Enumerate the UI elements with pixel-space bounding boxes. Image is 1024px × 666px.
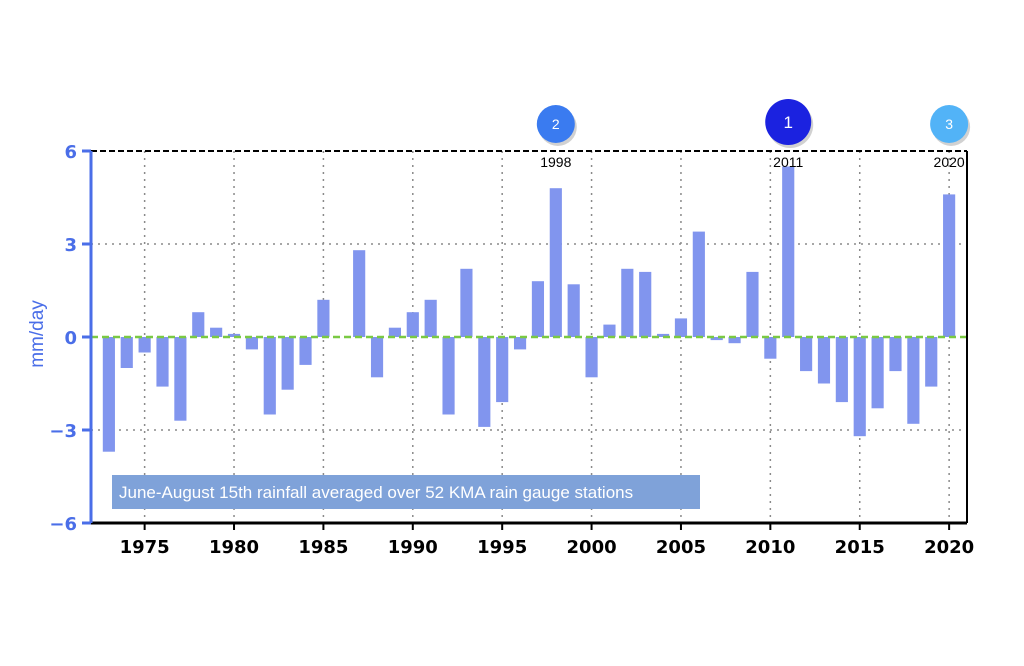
bar-1984	[299, 337, 312, 365]
y-tick-label: 6	[64, 142, 77, 163]
bar-1973	[102, 337, 115, 452]
bar-1997	[531, 281, 545, 337]
bar-1998	[549, 188, 562, 337]
x-tick-label: 2015	[835, 537, 885, 558]
y-tick-label: −3	[49, 421, 77, 442]
bar-1995	[496, 337, 509, 403]
x-tick-label: 2000	[567, 537, 617, 558]
bar-1993	[460, 268, 473, 337]
rank-badge-2	[536, 105, 575, 143]
x-tick-label: 1995	[477, 537, 527, 558]
x-tick-label: 2020	[924, 537, 974, 558]
bar-2008	[728, 337, 741, 344]
bar-2011	[782, 166, 795, 337]
bar-2000	[585, 337, 598, 378]
bar-1999	[567, 284, 580, 337]
bar-2004	[657, 333, 670, 337]
bar-2003	[639, 271, 652, 337]
bar-1987	[353, 250, 366, 337]
bar-1978	[192, 312, 205, 337]
bar-1996	[513, 337, 527, 350]
x-tick-label: 1975	[120, 537, 170, 558]
bar-1991	[424, 299, 437, 337]
y-tick-label: −6	[49, 514, 77, 535]
caption-box: June-August 15th rainfall averaged over …	[112, 475, 700, 509]
rank-badge-label: 1	[783, 113, 792, 132]
bar-1979	[210, 327, 223, 337]
rank-badge-3	[930, 105, 969, 143]
bar-1974	[120, 337, 133, 368]
rank-badges: 2 1 3	[536, 99, 971, 148]
x-tick-label: 2005	[656, 537, 706, 558]
rank-badge-label: 2	[552, 116, 560, 132]
bar-1976	[156, 337, 169, 387]
x-tick-label: 2010	[745, 537, 795, 558]
bar-2005	[674, 318, 688, 337]
caption-text: June-August 15th rainfall averaged over …	[119, 483, 633, 502]
y-axis-label: mm/day	[27, 300, 48, 368]
bar-2007	[710, 337, 723, 341]
axes	[82, 149, 968, 530]
bar-1975	[138, 337, 151, 353]
bar-2016	[871, 337, 884, 409]
y-tick-label: 3	[64, 235, 77, 256]
bar-2018	[907, 337, 920, 424]
bar-2013	[817, 337, 831, 384]
bar-1985	[317, 299, 330, 337]
bars	[102, 166, 956, 452]
annotations: 1998 2011 2020	[540, 154, 965, 170]
bar-1994	[478, 337, 491, 427]
bar-2015	[853, 337, 866, 437]
rank-badge-1	[765, 99, 812, 145]
bar-2010	[764, 337, 777, 359]
bar-1980	[227, 333, 241, 337]
bar-2019	[925, 337, 938, 387]
rank-badge-label: 3	[945, 116, 953, 132]
bar-2014	[835, 337, 848, 403]
bar-1992	[442, 337, 455, 415]
bar-2002	[621, 268, 634, 337]
bar-2006	[692, 231, 705, 337]
grid	[91, 151, 967, 523]
x-tick-label: 1980	[209, 537, 259, 558]
bar-1983	[281, 337, 294, 390]
bar-1988	[370, 337, 384, 378]
bar-1981	[245, 337, 258, 350]
tick-labels: 6 3 0 −3 −6 1975 1980 1985 1990 1995 2000 2005 2010 2…	[49, 142, 974, 558]
bar-1977	[174, 337, 187, 421]
caption-background	[112, 475, 700, 509]
annotation-1998: 1998	[540, 154, 571, 170]
annotation-2011: 2011	[773, 154, 803, 170]
bar-2020	[943, 194, 956, 337]
x-tick-label: 1990	[388, 537, 438, 558]
y-tick-label: 0	[64, 328, 77, 349]
bar-2009	[746, 271, 759, 337]
bar-1982	[263, 337, 276, 415]
bar-1989	[388, 327, 401, 337]
bar-2017	[889, 337, 902, 372]
bar-2012	[800, 337, 813, 372]
bar-1990	[406, 312, 419, 337]
bar-2001	[603, 324, 616, 337]
annotation-2020: 2020	[934, 154, 965, 170]
x-tick-label: 1985	[298, 537, 348, 558]
